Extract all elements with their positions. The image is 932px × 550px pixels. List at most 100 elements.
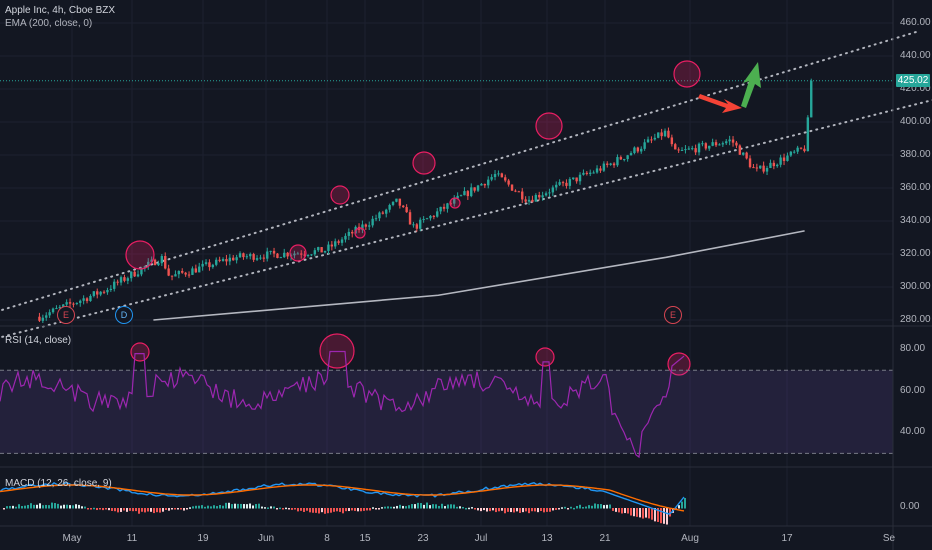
macd-histogram-bar xyxy=(546,508,548,512)
macd-histogram-bar xyxy=(309,508,311,513)
macd-histogram-bar xyxy=(489,508,491,512)
candle-body xyxy=(755,167,759,169)
macd-histogram-bar xyxy=(618,508,620,513)
candle-body xyxy=(340,239,344,243)
macd-histogram-bar xyxy=(507,508,509,512)
macd-histogram-bar xyxy=(531,508,533,512)
candle-body xyxy=(255,258,259,260)
signal-line xyxy=(0,484,685,512)
macd-histogram-bar xyxy=(147,508,149,512)
macd-histogram-bar xyxy=(276,508,278,510)
macd-histogram-bar xyxy=(324,508,326,514)
candle-body xyxy=(684,149,687,151)
candle-body xyxy=(456,195,459,199)
macd-histogram-bar xyxy=(549,508,551,512)
candle-body xyxy=(361,224,364,230)
macd-histogram-bar xyxy=(585,506,587,509)
earnings-event-marker[interactable]: E xyxy=(57,306,75,324)
macd-histogram-bar xyxy=(555,508,557,510)
candle-body xyxy=(167,268,170,276)
macd-histogram-bar xyxy=(315,508,317,513)
candle-body xyxy=(306,255,310,257)
macd-histogram-bar xyxy=(219,504,221,509)
candle-body xyxy=(276,253,279,258)
price-tick: 440.00 xyxy=(900,50,931,61)
macd-histogram-bar xyxy=(120,508,122,512)
candle-body xyxy=(514,190,517,192)
macd-histogram-bar xyxy=(216,506,218,509)
candle-body xyxy=(589,172,592,174)
macd-histogram-bar xyxy=(321,508,323,513)
earnings-event-marker[interactable]: E xyxy=(664,306,682,324)
macd-histogram-bar xyxy=(66,504,68,509)
macd-histogram-bar xyxy=(12,505,14,509)
macd-histogram-bar xyxy=(504,508,506,514)
macd-histogram-bar xyxy=(564,506,566,509)
candle-body xyxy=(731,139,735,143)
macd-histogram-bar xyxy=(552,508,554,511)
candle-body xyxy=(296,253,300,255)
macd-histogram-bar xyxy=(630,508,632,516)
macd-histogram-bar xyxy=(141,508,143,512)
candle-body xyxy=(585,172,589,174)
macd-histogram-bar xyxy=(636,508,638,517)
candle-body xyxy=(619,157,623,160)
candle-body xyxy=(711,142,714,146)
macd-histogram-bar xyxy=(306,508,308,511)
macd-histogram-bar xyxy=(330,508,332,513)
macd-histogram-bar xyxy=(681,501,683,509)
trend-channel[interactable] xyxy=(0,30,932,340)
candle-body xyxy=(568,179,572,186)
candle-body xyxy=(198,266,201,273)
dividend-event-marker[interactable]: D xyxy=(115,306,133,324)
candle-body xyxy=(595,168,599,173)
macd-histogram-bar xyxy=(177,508,179,510)
candle-body xyxy=(96,291,99,295)
macd-histogram-bar xyxy=(336,508,338,512)
macd-histogram-bar xyxy=(654,508,656,522)
macd-histogram-bar xyxy=(123,508,125,511)
macd-histogram-bar xyxy=(663,508,665,524)
candle-body xyxy=(347,231,351,236)
candle-body xyxy=(653,137,657,140)
macd-histogram-bar xyxy=(543,508,545,513)
macd-histogram-bar xyxy=(36,504,38,509)
macd-histogram-bar xyxy=(357,508,359,512)
macd-histogram-bar xyxy=(366,508,368,511)
macd-histogram-bar xyxy=(612,508,614,511)
macd-histogram-bar xyxy=(84,506,86,509)
candle-body xyxy=(303,254,306,256)
macd-histogram-bar xyxy=(264,507,266,509)
candle-body xyxy=(116,281,119,283)
highlight-circle xyxy=(354,227,366,239)
candle-body xyxy=(663,130,667,137)
candle-body xyxy=(544,193,548,196)
candle-body xyxy=(776,164,779,167)
ema-legend: EMA (200, close, 0) xyxy=(5,18,93,29)
macd-histogram-bar xyxy=(501,508,503,511)
macd-legend: MACD (12, 26, close, 9) xyxy=(5,478,112,489)
candle-body xyxy=(208,262,211,268)
macd-histogram-bar xyxy=(597,504,599,509)
macd-histogram-bar xyxy=(249,503,251,509)
annotation-arrows[interactable] xyxy=(698,62,761,113)
candle-body xyxy=(109,288,113,291)
candle-body xyxy=(323,250,327,253)
candle-body xyxy=(405,207,408,213)
macd-histogram-bar xyxy=(648,508,650,519)
candle-body xyxy=(174,274,177,277)
candle-body xyxy=(765,168,769,172)
macd-histogram-bar xyxy=(537,508,539,513)
macd-histogram-bar xyxy=(381,507,383,509)
candle-body xyxy=(337,241,340,243)
macd-histogram-bar xyxy=(168,508,170,511)
macd-histogram-bar xyxy=(162,508,164,512)
candlestick-series[interactable] xyxy=(38,78,813,324)
time-tick: 11 xyxy=(126,533,138,544)
candle-body xyxy=(762,165,765,172)
macd-histogram-bar xyxy=(9,505,11,509)
candle-body xyxy=(674,144,677,150)
macd-histogram-bar xyxy=(477,508,479,511)
